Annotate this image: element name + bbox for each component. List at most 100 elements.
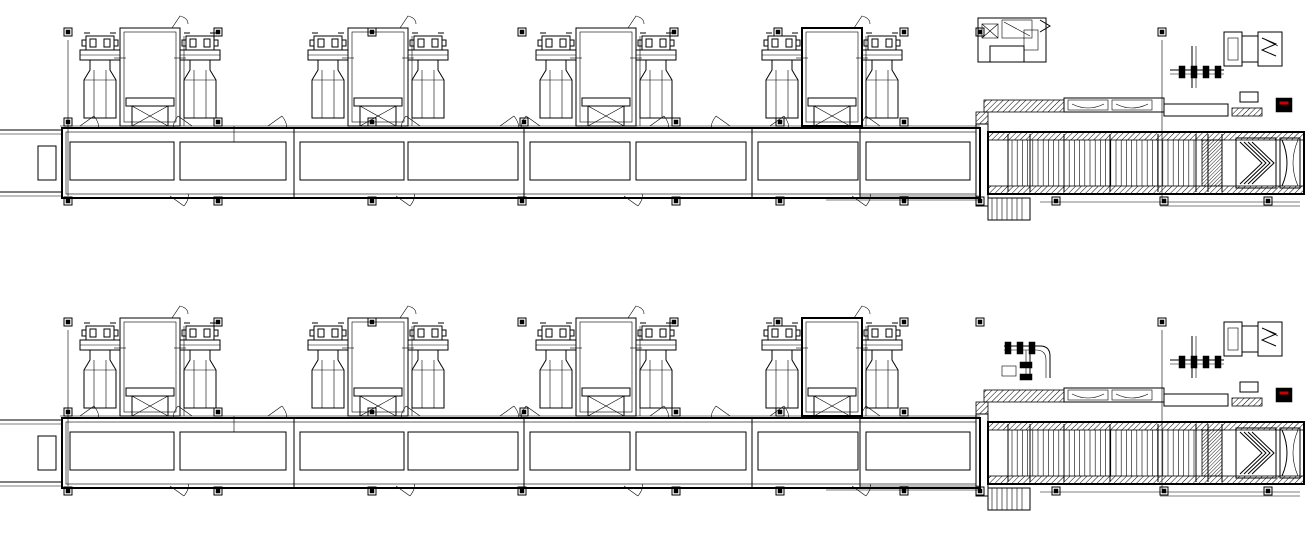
door-swing <box>861 405 881 419</box>
roller-housing <box>987 421 1305 485</box>
door-swing <box>169 193 189 207</box>
entry-window <box>37 145 57 181</box>
pipe-manifold <box>1001 341 1051 381</box>
door-swing <box>861 115 881 129</box>
furnace-unit <box>761 15 903 127</box>
column-marker <box>899 117 909 127</box>
heating-panel <box>299 431 405 471</box>
column-marker <box>1159 196 1169 206</box>
door-swing <box>711 405 731 419</box>
roller-housing <box>987 131 1305 195</box>
blower-box <box>977 17 1051 63</box>
furnace-line-1 <box>0 15 1305 221</box>
roller-section <box>975 17 1305 221</box>
furnace-unit <box>79 15 221 127</box>
control-box-lamp <box>1278 390 1290 396</box>
furnace-unit <box>535 305 677 417</box>
column-marker <box>213 117 223 127</box>
column-marker <box>1263 196 1273 206</box>
pipework <box>1170 46 1259 103</box>
column-marker <box>773 317 783 327</box>
door-swing <box>521 405 541 419</box>
column-marker <box>1157 27 1167 37</box>
door-swing <box>711 115 731 129</box>
door-swing <box>173 405 193 419</box>
door-swing <box>851 483 871 497</box>
column-marker <box>669 27 679 37</box>
column-marker <box>63 27 73 37</box>
control-box-lamp <box>1278 100 1290 106</box>
heating-panel <box>407 141 519 181</box>
motor-assembly <box>761 32 803 119</box>
conveyor-housing <box>0 416 981 491</box>
door-swing <box>169 483 189 497</box>
motor-assembly <box>407 322 449 409</box>
door-swing <box>499 115 519 129</box>
column-marker <box>899 27 909 37</box>
pipework <box>1170 336 1259 393</box>
heating-panel <box>179 431 287 471</box>
column-marker <box>1051 196 1061 206</box>
heating-panel <box>179 141 287 181</box>
door-swing <box>769 405 789 419</box>
column-marker <box>213 27 223 37</box>
door-frame <box>347 317 409 417</box>
blower <box>1223 31 1283 67</box>
motor-assembly <box>79 322 121 409</box>
motor-assembly <box>535 32 577 119</box>
door-frame <box>119 27 181 127</box>
motor-assembly <box>407 32 449 119</box>
door-frame <box>801 317 863 417</box>
furnace-unit <box>307 305 449 417</box>
motor-assembly <box>179 322 221 409</box>
heating-panel <box>635 431 747 471</box>
column-marker <box>899 407 909 417</box>
blower <box>1223 321 1283 357</box>
door-frame <box>347 27 409 127</box>
door-swing <box>401 115 421 129</box>
door-swing <box>79 405 99 419</box>
column-marker <box>671 407 681 417</box>
motor-assembly <box>307 322 349 409</box>
motor-assembly <box>179 32 221 119</box>
column-marker <box>975 317 985 327</box>
column-marker <box>1051 486 1061 496</box>
motor-assembly <box>761 322 803 409</box>
door-swing <box>395 483 415 497</box>
exit-chevron <box>1239 431 1275 475</box>
conveyor-housing <box>0 126 981 201</box>
heating-panel <box>299 141 405 181</box>
column-marker <box>899 317 909 327</box>
door-swing <box>267 405 287 419</box>
heating-panel <box>865 431 971 471</box>
stair <box>987 197 1031 221</box>
door-swing <box>769 115 789 129</box>
furnace-unit <box>79 305 221 417</box>
heating-panel <box>529 141 631 181</box>
motor-assembly <box>635 32 677 119</box>
exit-chevron <box>1239 141 1275 185</box>
motor-assembly <box>79 32 121 119</box>
stair <box>987 487 1031 511</box>
door-swing <box>79 115 99 129</box>
heating-panel <box>69 141 175 181</box>
motor-assembly <box>861 32 903 119</box>
door-frame <box>575 27 637 127</box>
motor-assembly <box>307 32 349 119</box>
column-marker <box>517 27 527 37</box>
door-swing <box>395 193 415 207</box>
furnace-unit <box>535 15 677 127</box>
heating-panel <box>865 141 971 181</box>
door-frame <box>801 27 863 127</box>
door-swing <box>499 405 519 419</box>
motor-assembly <box>861 322 903 409</box>
door-swing <box>623 193 643 207</box>
door-frame <box>119 317 181 417</box>
heating-panel <box>529 431 631 471</box>
housing-outer <box>61 127 981 199</box>
motor-assembly <box>535 322 577 409</box>
door-swing <box>267 115 287 129</box>
column-marker <box>773 27 783 37</box>
column-marker <box>1157 317 1167 327</box>
